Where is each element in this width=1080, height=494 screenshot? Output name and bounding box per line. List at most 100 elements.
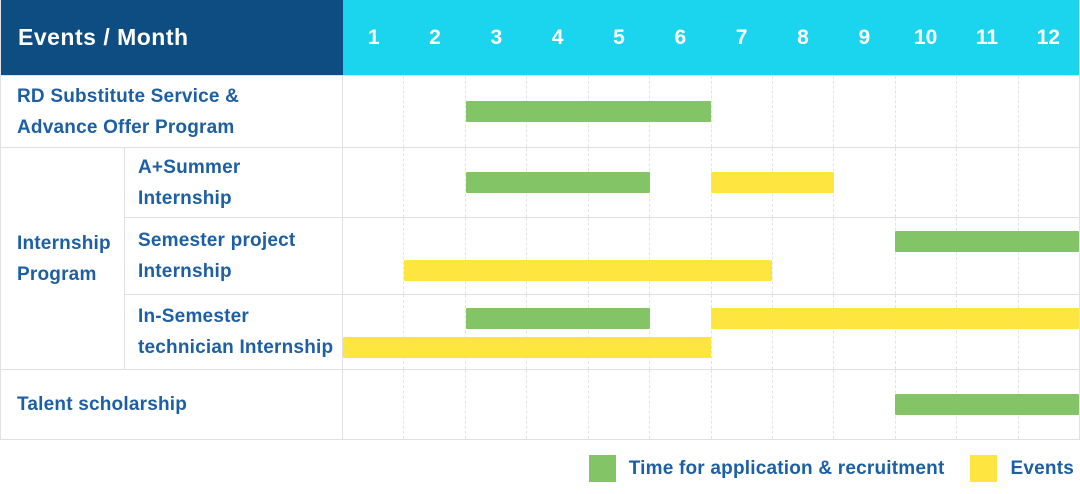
row-label: Talent scholarship xyxy=(17,389,187,420)
month-grid-cell xyxy=(833,76,894,147)
month-grid-cell xyxy=(956,148,1017,217)
month-grid-cell xyxy=(956,218,1017,294)
event-bar xyxy=(711,308,1079,329)
month-grid-cell xyxy=(710,370,772,439)
timeline-lane-in-semester-technician xyxy=(343,295,1079,369)
legend-item-events: Events xyxy=(970,455,1074,482)
month-header-cell: 5 xyxy=(613,25,625,49)
legend: Time for application & recruitment Event… xyxy=(0,455,1080,482)
row-label: In-Semester technician Internship xyxy=(138,301,333,363)
application-bar xyxy=(465,101,711,122)
row-talent-scholarship: Talent scholarship xyxy=(1,369,1079,439)
application-bar xyxy=(895,231,1079,252)
month-grid-cell xyxy=(771,295,833,369)
application-bar xyxy=(465,172,650,193)
legend-item-application: Time for application & recruitment xyxy=(588,455,945,482)
month-grid-cell xyxy=(587,370,649,439)
internship-program-group: Internship Program A+Summer Internship xyxy=(1,147,1079,369)
group-label-line: Program xyxy=(17,263,97,285)
row-label-line: technician Internship xyxy=(138,337,334,358)
table-header-row: Events / Month 1 2 3 4 5 6 7 8 9 10 11 12 xyxy=(1,0,1079,75)
legend-application-label: Time for application & recruitment xyxy=(628,457,945,479)
row-label-line: Advance Offer Program xyxy=(17,116,235,138)
month-grid-cell xyxy=(710,76,772,147)
month-header-cell: 6 xyxy=(674,25,687,49)
month-grid-cell xyxy=(1017,76,1079,147)
month-grid-cell xyxy=(403,218,464,294)
row-label: A+Summer Internship xyxy=(138,152,240,214)
internship-program-subrows: A+Summer Internship Semester project Int… xyxy=(125,148,1079,369)
month-grid-cell xyxy=(833,370,894,439)
row-label: Semester project Internship xyxy=(138,225,295,287)
month-grid-cell xyxy=(894,295,956,369)
month-header-cell: 10 xyxy=(913,25,938,49)
month-grid-cell xyxy=(403,295,464,369)
month-grid-cell xyxy=(649,295,710,369)
month-grid-cell xyxy=(343,148,403,217)
month-grid-cell xyxy=(710,218,772,294)
group-label-line: Internship xyxy=(17,232,111,254)
row-rd-substitute: RD Substitute Service & Advance Offer Pr… xyxy=(1,75,1079,147)
row-label-line: Internship xyxy=(138,187,232,209)
row-label-line: A+Summer xyxy=(138,156,241,178)
month-grid-cell xyxy=(526,295,587,369)
row-label-line: Talent scholarship xyxy=(17,394,188,415)
application-bar xyxy=(895,394,1079,415)
month-grid-cell xyxy=(403,76,464,147)
timeline-lane-semester-project xyxy=(343,218,1079,294)
month-header-cell: 7 xyxy=(735,25,748,49)
row-label-line: Semester project xyxy=(138,230,296,251)
group-label-cell: Internship Program xyxy=(1,148,125,369)
month-header-cell: 1 xyxy=(367,25,380,49)
row-label-cell: RD Substitute Service & Advance Offer Pr… xyxy=(1,76,343,147)
month-grid-cell xyxy=(343,76,403,147)
month-header-cell: 9 xyxy=(858,25,871,49)
month-grid-cell xyxy=(1017,218,1079,294)
timeline-lane-talent-scholarship xyxy=(343,370,1079,439)
month-grid-cell xyxy=(649,148,710,217)
month-header-cell: 12 xyxy=(1036,25,1060,49)
row-label-cell: In-Semester technician Internship xyxy=(125,295,343,369)
month-grid-cell xyxy=(649,370,710,439)
month-header: 1 2 3 4 5 6 7 8 9 10 11 12 xyxy=(343,0,1079,75)
month-grid-cell xyxy=(833,218,894,294)
events-color-swatch xyxy=(970,455,998,482)
month-grid-cell xyxy=(710,295,772,369)
month-grid-cell xyxy=(771,218,833,294)
month-grid-cell xyxy=(526,218,587,294)
month-grid-cell xyxy=(1017,295,1079,369)
event-bar xyxy=(343,337,711,358)
month-grid-cell xyxy=(343,370,403,439)
events-month-label: Events / Month xyxy=(18,24,189,50)
month-grid-cell xyxy=(894,76,956,147)
month-grid-cell xyxy=(464,218,526,294)
month-grid-cell xyxy=(464,148,526,217)
month-header-cell: 4 xyxy=(551,25,564,49)
month-grid-cell xyxy=(464,370,526,439)
legend-events-label: Events xyxy=(1010,457,1074,479)
month-grid-cell xyxy=(894,148,956,217)
events-month-header-cell: Events / Month xyxy=(1,0,343,75)
month-grid-cell xyxy=(464,76,526,147)
row-label-line: In-Semester xyxy=(138,306,249,327)
timeline-lane-rd-substitute xyxy=(343,76,1079,147)
month-grid-cell xyxy=(587,218,649,294)
group-label: Internship Program xyxy=(17,228,111,290)
month-grid-cell xyxy=(771,76,833,147)
row-label-line: Internship xyxy=(138,261,232,282)
month-grid-cell xyxy=(343,218,403,294)
row-label-line: RD Substitute Service & xyxy=(17,85,240,107)
month-grid-cell xyxy=(587,295,649,369)
month-grid-cell xyxy=(833,295,894,369)
row-label-cell: Talent scholarship xyxy=(1,370,343,439)
event-bar xyxy=(404,260,773,281)
month-grid-cell xyxy=(1017,148,1079,217)
month-header-cell: 11 xyxy=(975,25,999,49)
row-label: RD Substitute Service & Advance Offer Pr… xyxy=(17,81,239,143)
month-grid-cell xyxy=(464,295,526,369)
month-grid-cell xyxy=(526,370,587,439)
row-in-semester-technician: In-Semester technician Internship xyxy=(125,294,1079,369)
month-header-cell: 2 xyxy=(429,25,441,49)
month-grid-cell xyxy=(403,370,464,439)
